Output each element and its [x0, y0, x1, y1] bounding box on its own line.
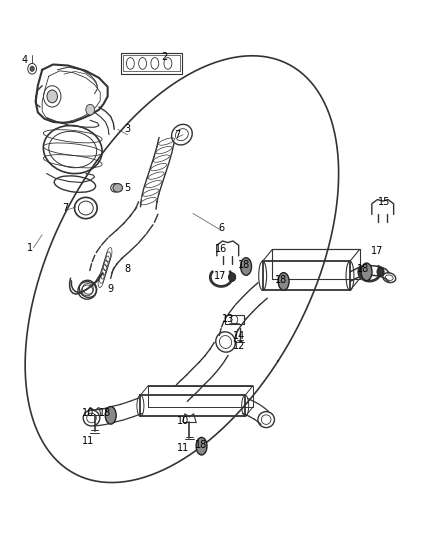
Ellipse shape — [105, 407, 116, 424]
Text: 13: 13 — [222, 313, 234, 324]
Circle shape — [377, 268, 384, 276]
Text: 1: 1 — [27, 243, 33, 253]
Text: 11: 11 — [82, 436, 94, 446]
Bar — [123, 55, 180, 71]
Text: 16: 16 — [215, 245, 227, 254]
Text: 18: 18 — [275, 275, 287, 285]
Text: 18: 18 — [357, 264, 369, 274]
Text: 7: 7 — [174, 130, 180, 140]
Text: 7: 7 — [62, 203, 68, 213]
Text: 10: 10 — [82, 408, 94, 418]
Bar — [121, 53, 182, 74]
Text: 18: 18 — [238, 261, 251, 270]
Text: 4: 4 — [21, 55, 28, 65]
Text: 9: 9 — [108, 284, 114, 294]
Text: 17: 17 — [214, 271, 226, 281]
Text: 5: 5 — [124, 183, 131, 193]
Circle shape — [86, 104, 95, 115]
Text: 18: 18 — [195, 440, 208, 450]
Text: 18: 18 — [99, 408, 112, 418]
Text: 11: 11 — [177, 443, 189, 453]
Ellipse shape — [361, 263, 372, 280]
Circle shape — [47, 90, 57, 103]
Text: 17: 17 — [371, 246, 383, 255]
Text: 6: 6 — [218, 223, 224, 233]
Ellipse shape — [196, 438, 207, 455]
Ellipse shape — [113, 183, 123, 192]
Text: 12: 12 — [233, 341, 245, 351]
Text: 3: 3 — [124, 124, 131, 134]
Text: 14: 14 — [233, 330, 245, 341]
Circle shape — [30, 66, 34, 71]
Ellipse shape — [278, 272, 289, 290]
Text: 10: 10 — [177, 416, 189, 426]
Text: 8: 8 — [124, 264, 131, 274]
Circle shape — [229, 273, 236, 281]
Ellipse shape — [240, 258, 251, 275]
Text: 15: 15 — [378, 197, 390, 207]
Text: 2: 2 — [161, 52, 168, 61]
